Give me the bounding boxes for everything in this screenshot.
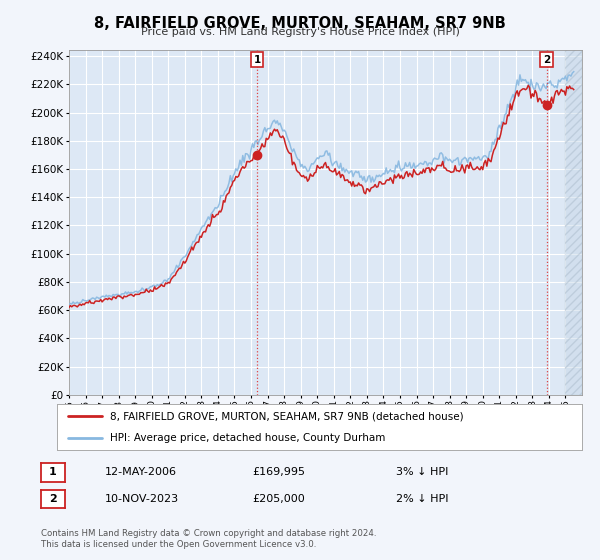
Text: 1: 1 — [253, 54, 260, 64]
Text: This data is licensed under the Open Government Licence v3.0.: This data is licensed under the Open Gov… — [41, 540, 316, 549]
Text: 2: 2 — [543, 54, 550, 64]
Text: 1: 1 — [49, 468, 56, 477]
Text: 3% ↓ HPI: 3% ↓ HPI — [396, 467, 448, 477]
Text: 8, FAIRFIELD GROVE, MURTON, SEAHAM, SR7 9NB (detached house): 8, FAIRFIELD GROVE, MURTON, SEAHAM, SR7 … — [110, 411, 463, 421]
Text: 8, FAIRFIELD GROVE, MURTON, SEAHAM, SR7 9NB: 8, FAIRFIELD GROVE, MURTON, SEAHAM, SR7 … — [94, 16, 506, 31]
Text: Price paid vs. HM Land Registry's House Price Index (HPI): Price paid vs. HM Land Registry's House … — [140, 27, 460, 38]
Text: 12-MAY-2006: 12-MAY-2006 — [105, 467, 177, 477]
Text: Contains HM Land Registry data © Crown copyright and database right 2024.: Contains HM Land Registry data © Crown c… — [41, 529, 376, 538]
Text: 2% ↓ HPI: 2% ↓ HPI — [396, 494, 449, 504]
Text: 10-NOV-2023: 10-NOV-2023 — [105, 494, 179, 504]
Text: HPI: Average price, detached house, County Durham: HPI: Average price, detached house, Coun… — [110, 433, 385, 443]
Text: £205,000: £205,000 — [252, 494, 305, 504]
Text: £169,995: £169,995 — [252, 467, 305, 477]
Text: 2: 2 — [49, 494, 56, 504]
